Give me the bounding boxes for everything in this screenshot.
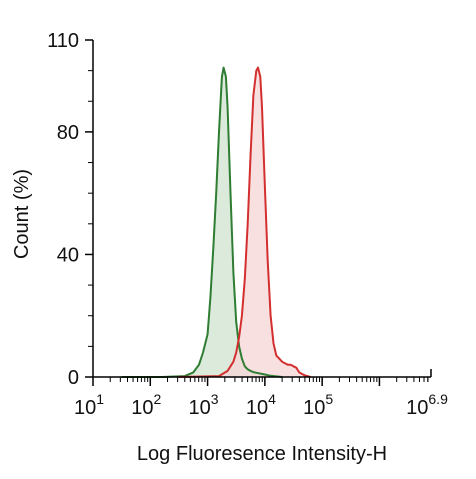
y-tick-label: 40 xyxy=(57,244,79,266)
x-tick-label: 104 xyxy=(246,391,276,419)
x-tick-label: 105 xyxy=(303,391,333,419)
series-0-line xyxy=(121,66,283,378)
x-tick-label: 101 xyxy=(74,391,104,419)
y-axis-title: Count (%) xyxy=(11,169,33,259)
x-tick-label: 102 xyxy=(131,391,161,419)
x-tick-label: 103 xyxy=(189,391,219,419)
y-tick-label: 0 xyxy=(68,367,79,389)
axes xyxy=(85,39,432,386)
y-tick-label: 110 xyxy=(47,30,79,52)
x-axis-title: Log Fluoresence Intensity-H xyxy=(137,443,387,465)
tick-labels: 0 40 80 110 101 102 103 104 105 106.9 xyxy=(47,30,448,419)
series-1-fill xyxy=(178,67,311,377)
y-tick-label: 80 xyxy=(57,122,79,144)
x-tick-label: 106.9 xyxy=(406,391,448,419)
series-1-line xyxy=(178,66,311,378)
plot-area xyxy=(121,66,311,378)
